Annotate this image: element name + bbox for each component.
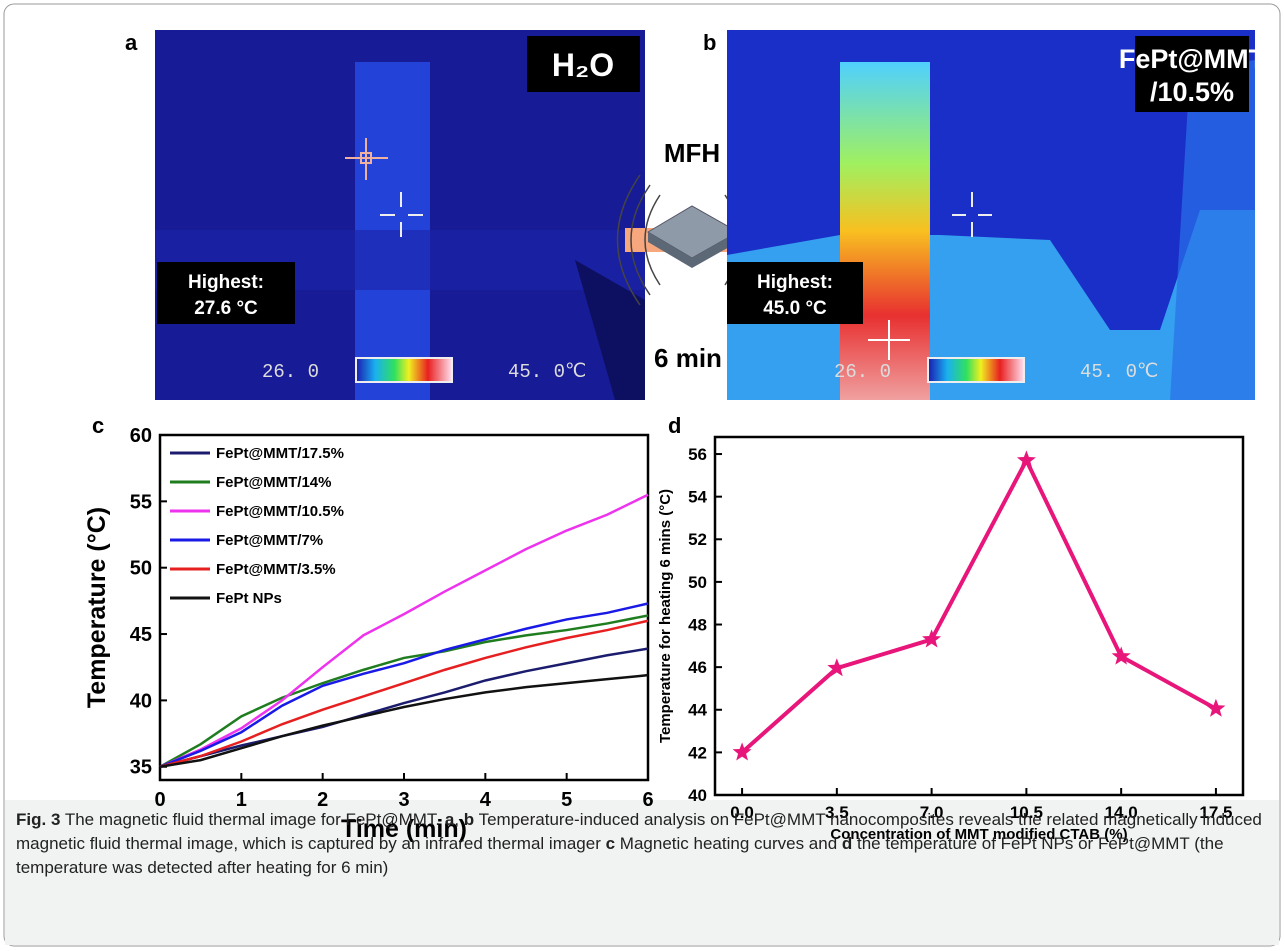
thermal-image-b [727, 30, 1255, 400]
x-tick-label: 1 [236, 789, 247, 811]
y-tick-label: 56 [688, 445, 707, 464]
y-tick-label: 40 [688, 786, 707, 805]
caption-part: , [454, 810, 464, 829]
highest-value: 45.0 °C [763, 298, 827, 319]
y-tick-label: 54 [688, 488, 707, 507]
legend-label: FePt@MMT/17.5% [216, 445, 344, 462]
star-marker [1016, 450, 1036, 469]
caption-part: The magnetic fluid thermal image for FeP… [60, 810, 445, 829]
caption-part: Temperature-induced analysis on FePt@MMT… [16, 810, 1262, 853]
x-tick-label: 3.5 [825, 803, 849, 822]
caption-part: Fig. 3 [16, 810, 61, 829]
highest-value: 27.6 °C [194, 298, 258, 319]
highest-label: Highest: [188, 272, 264, 293]
x-tick-label: 14.0 [1105, 803, 1138, 822]
star-marker [827, 658, 847, 677]
y-tick-label: 55 [130, 491, 152, 513]
y-tick-label: 48 [688, 615, 707, 634]
panel-letter: c [92, 413, 104, 438]
data-line [740, 456, 1217, 754]
y-tick-label: 42 [688, 743, 707, 762]
caption-background [5, 800, 1279, 945]
x-tick-label: 7.0 [920, 803, 944, 822]
scale-min: 26. 0 [834, 361, 891, 383]
y-tick-label: 44 [688, 701, 707, 720]
legend-label: FePt NPs [216, 590, 282, 607]
star-marker [1111, 646, 1131, 665]
data-line [159, 602, 649, 768]
x-tick-label: 17.5 [1199, 803, 1232, 822]
legend-label: FePt@MMT/3.5% [216, 561, 336, 578]
x-axis-label: Concentration of MMT modified CTAB (%) [830, 826, 1127, 843]
legend-label: FePt@MMT/10.5% [216, 503, 344, 520]
y-tick-label: 52 [688, 530, 707, 549]
x-tick-label: 6 [642, 789, 653, 811]
caption-part: a [444, 810, 455, 829]
star-marker [1206, 698, 1226, 717]
legend-label: FePt@MMT/14% [216, 474, 331, 491]
arrow-label: MFH [664, 138, 720, 168]
y-tick-label: 50 [688, 573, 707, 592]
y-tick-label: 45 [130, 624, 152, 646]
y-axis-label: Temperature for heating 6 mins (°C) [657, 489, 674, 743]
y-tick-label: 50 [130, 558, 152, 580]
x-tick-label: 0 [154, 789, 165, 811]
thermal-image-a [155, 30, 645, 400]
x-tick-label: 4 [480, 789, 492, 811]
data-line [159, 673, 649, 768]
panel-letter: d [668, 413, 681, 438]
star-marker [732, 742, 752, 761]
panel-letter: b [703, 30, 716, 55]
panel-tag: FePt@MMT [1119, 44, 1266, 74]
data-line [159, 619, 649, 768]
caption-part: d [841, 834, 853, 853]
y-tick-label: 35 [130, 757, 152, 779]
data-line [159, 493, 649, 768]
panel-tag: H₂O [552, 47, 614, 83]
highest-label: Highest: [757, 272, 833, 293]
y-axis-label: Temperature (°C) [83, 507, 111, 708]
caption-part: the temperature of FePt NPs or FePt@MMT … [16, 834, 1224, 877]
data-line [159, 614, 649, 768]
star-marker [922, 629, 942, 648]
legend-label: FePt@MMT/7% [216, 532, 323, 549]
y-tick-label: 40 [130, 690, 152, 712]
x-axis-label: Time (min) [341, 815, 467, 843]
x-tick-label: 0.0 [730, 803, 754, 822]
panel-letter: a [125, 30, 138, 55]
scale-max: 45. 0℃ [1080, 361, 1158, 383]
x-tick-label: 3 [398, 789, 409, 811]
scale-min: 26. 0 [262, 361, 319, 383]
data-line [159, 647, 649, 768]
y-tick-label: 46 [688, 658, 707, 677]
scale-max: 45. 0℃ [508, 361, 586, 383]
caption: Fig. 3 The magnetic fluid thermal image … [16, 808, 1266, 880]
plot-frame [713, 435, 1245, 797]
panel-tag: /10.5% [1150, 77, 1234, 107]
x-tick-label: 10.5 [1010, 803, 1043, 822]
arrow-label: 6 min [654, 343, 722, 373]
x-tick-label: 2 [317, 789, 328, 811]
y-tick-label: 60 [130, 425, 152, 447]
caption-part: c [605, 834, 616, 853]
caption-part: Magnetic heating curves and [615, 834, 842, 853]
x-tick-label: 5 [561, 789, 572, 811]
caption-part: b [463, 810, 475, 829]
